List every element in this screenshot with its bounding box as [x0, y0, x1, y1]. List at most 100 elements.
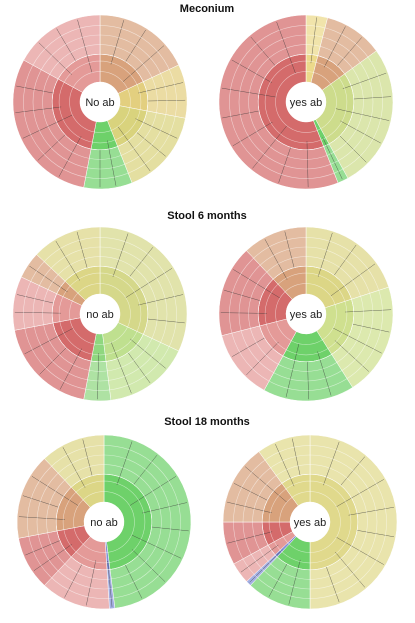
sunburst-leader-line — [264, 239, 288, 280]
sunburst-ring-guide — [46, 464, 162, 580]
sunburst-ring-guide — [69, 71, 131, 133]
sunburst-leader-line — [227, 531, 273, 544]
sunburst-leader-line — [97, 353, 99, 400]
section-title-meconium: Meconium — [180, 3, 235, 15]
sunburst-leader-line — [15, 106, 62, 113]
sunburst-leader-line — [130, 338, 166, 369]
sunburst-leader-line — [58, 136, 82, 177]
sunburst-leader-line — [142, 502, 188, 514]
sunburst-ring-guide — [32, 34, 168, 170]
sunburst-leader-line — [62, 447, 86, 488]
sunburst-ring-guide — [261, 473, 359, 571]
sunburst-leader-line — [249, 549, 283, 583]
sunburst-ring-guide — [62, 480, 146, 564]
sunburst-center-label: yes ab — [290, 97, 322, 109]
sunburst-leader-line — [340, 456, 365, 486]
sunburst-leader-line — [125, 268, 173, 298]
sunburst-center-hole — [290, 502, 330, 542]
sunburst-leader-line — [16, 85, 54, 94]
sunburst-center-label: no ab — [86, 309, 114, 321]
sunburst-stool-6-months-yes-ab: yes ab — [218, 226, 394, 402]
sunburst-leader-line — [14, 312, 61, 314]
sunburst-leader-line — [147, 100, 186, 102]
sunburst-leader-line — [151, 526, 189, 532]
sunburst-leader-line — [111, 342, 132, 394]
sunburst-leader-line — [125, 564, 143, 599]
sunburst-leader-line — [33, 544, 72, 571]
sunburst-leader-line — [29, 265, 68, 293]
sunburst-leader-line — [86, 560, 97, 606]
sunburst-leader-line — [221, 87, 276, 98]
sunburst-leader-line — [306, 141, 309, 188]
sunburst-leader-line — [122, 45, 165, 82]
sunburst-ring-guide — [242, 454, 378, 590]
sunburst-leader-line — [275, 444, 295, 487]
sunburst-ring-guide — [233, 445, 387, 599]
sunburst-center-label: yes ab — [294, 517, 326, 529]
sunburst-leader-line — [138, 294, 184, 306]
sunburst-ring-guide — [248, 256, 364, 372]
sunburst-leader-line — [323, 26, 346, 68]
sunburst-leader-line — [133, 455, 158, 485]
sunburst-leader-line — [116, 441, 133, 486]
sunburst-leader-line — [18, 516, 65, 520]
sunburst-leader-line — [16, 294, 54, 304]
sunburst-ring-guide — [55, 473, 153, 571]
sunburst-leader-line — [337, 37, 362, 66]
sunburst-ring-guide — [23, 237, 177, 391]
sunburst-leader-line — [268, 563, 288, 597]
sunburst-leader-line — [82, 439, 93, 476]
sunburst-leader-line — [357, 530, 394, 537]
sunburst-ring-guide — [238, 34, 374, 170]
sunburst-center-hole — [84, 502, 124, 542]
sunburst-leader-line — [345, 309, 392, 313]
sunburst-leader-line — [77, 19, 93, 73]
sunburst-stool-18-months-yes-ab: yes ab — [222, 434, 398, 610]
sunburst-ring-guide — [248, 44, 364, 160]
sunburst-center-hole — [286, 294, 326, 334]
sunburst-leader-line — [250, 36, 276, 66]
sunburst-leader-line — [332, 327, 382, 354]
sunburst-leader-line — [233, 483, 268, 501]
sunburst-leader-line — [307, 361, 309, 400]
sunburst-leader-line — [31, 476, 79, 506]
sunburst-leader-line — [136, 132, 166, 157]
sunburst-leader-line — [330, 263, 376, 297]
sunburst-ring-guide — [51, 265, 149, 363]
sunburst-leader-line — [232, 337, 265, 357]
sunburst-meconium-no-ab: No ab — [12, 14, 188, 190]
sunburst-ring-guide — [264, 60, 348, 144]
sunburst-ring-guide — [36, 454, 172, 590]
sunburst-leader-line — [112, 233, 129, 278]
sunburst-leader-line — [336, 479, 384, 507]
sunburst-ring-guide — [58, 272, 142, 356]
sunburst-ring-guide — [279, 491, 341, 553]
sunburst-leader-line — [127, 352, 151, 384]
sunburst-leader-line — [125, 29, 146, 62]
sunburst-leader-line — [317, 232, 333, 277]
sunburst-ring-guide — [42, 256, 158, 372]
sunburst-leader-line — [335, 551, 365, 588]
sunburst-leader-line — [107, 140, 117, 186]
sunburst-ring-guide — [73, 491, 135, 553]
sunburst-leader-line — [276, 21, 296, 74]
sunburst-leader-line — [64, 564, 82, 598]
sunburst-leader-line — [252, 125, 288, 169]
sunburst-ring-guide — [229, 237, 383, 391]
sunburst-leader-line — [245, 466, 287, 503]
sunburst-ring-guide — [42, 44, 158, 160]
sunburst-leader-line — [129, 476, 177, 506]
sunburst-ring-guide — [264, 272, 348, 356]
sunburst-ring-guide — [58, 60, 142, 144]
sunburst-leader-line — [323, 441, 340, 486]
section-title-stool-6-months: Stool 6 months — [167, 210, 246, 222]
sunburst-leader-line — [76, 231, 88, 268]
sunburst-leader-line — [335, 108, 390, 121]
sunburst-leader-line — [138, 82, 184, 94]
sunburst-center-hole — [80, 82, 120, 122]
sunburst-leader-line — [220, 312, 267, 314]
sunburst-ring-guide — [238, 246, 374, 382]
sunburst-leader-line — [232, 121, 273, 147]
sunburst-center-label: No ab — [85, 97, 114, 109]
